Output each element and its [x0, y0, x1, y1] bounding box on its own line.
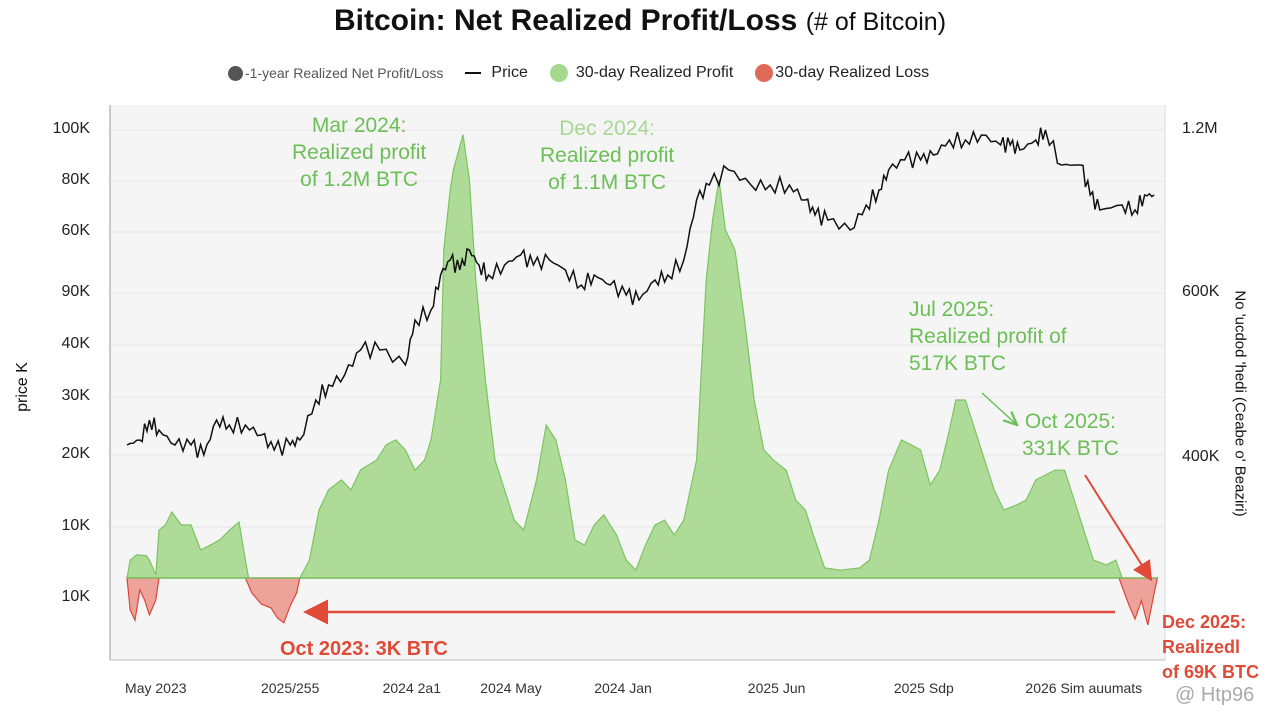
- annotation-line: Dec 2025:: [1162, 612, 1247, 632]
- arrow-to-oct-2025: [981, 392, 1016, 424]
- loss-area-1: [244, 577, 301, 624]
- annotation-line: 517K BTC: [909, 352, 1006, 375]
- annotation-line: 331K BTC: [1022, 437, 1119, 460]
- annotation-line: of 69K BTC: [1162, 662, 1260, 682]
- price-line: [126, 127, 1155, 458]
- legend-item-loss: 30-day Realized Loss: [755, 64, 929, 82]
- title-suffix: (# of Bitcoin): [805, 8, 947, 36]
- legend-label-loss: 30-day Realized Loss: [775, 64, 930, 81]
- annotation-oct-2025: Oct 2025: 331K BTC: [1022, 408, 1119, 462]
- left-tick-label: 60K: [61, 222, 90, 239]
- title-main: Bitcoin: Net Realized Profit/Loss: [333, 4, 798, 37]
- annotation-line: Realized profit of: [909, 325, 1067, 348]
- left-tick-label: 90K: [61, 283, 90, 300]
- legend-swatch-price: [465, 72, 482, 74]
- chart-title: Bitcoin: Net Realized Profit/Loss (# of …: [0, 4, 1280, 38]
- x-tick-label: 2024 May: [480, 680, 542, 696]
- legend-item-net: -1-year Realized Net Profit/Loss: [228, 65, 443, 81]
- annotation-dec-2024: Dec 2024: Realized profit of 1.1M BTC: [540, 115, 674, 196]
- annotation-line: Realized profit: [292, 141, 427, 164]
- annotation-oct-2023: Oct 2023: 3K BTC: [280, 638, 448, 660]
- legend-swatch-loss: [755, 64, 774, 82]
- annotation-line: of 1.2M BTC: [300, 168, 419, 191]
- annotation-line: of 1.1M BTC: [548, 171, 667, 194]
- legend-item-profit: 30-day Realized Profit: [549, 64, 734, 82]
- legend-swatch-profit: [549, 64, 568, 82]
- annotation-line: Mar 2024:: [311, 114, 407, 137]
- right-tick-label: 400K: [1182, 447, 1220, 465]
- x-tick-label: 2025 Sdp: [893, 680, 954, 696]
- left-tick-label: 100K: [52, 120, 90, 137]
- annotation-line: Jul 2025:: [909, 298, 995, 321]
- annotation-line: Dec 2024:: [559, 117, 655, 140]
- annotation-line: Realized profit: [540, 144, 675, 167]
- legend-item-price: Price: [465, 64, 528, 82]
- left-tick-label: 30K: [61, 387, 90, 404]
- left-tick-label: 10K: [61, 517, 90, 534]
- x-tick-label: 2025/255: [260, 680, 320, 696]
- annotation-line: Realizedl: [1162, 637, 1241, 657]
- x-tick-label: 2024 2a1: [382, 680, 441, 696]
- x-tick-label: May 2023: [125, 680, 187, 696]
- annotation-mar-2024: Mar 2024: Realized profit of 1.2M BTC: [292, 112, 426, 193]
- left-tick-label: 40K: [61, 335, 90, 352]
- right-axis-title: No 'ucdod 'hedi (Ceabe o' Beaziri): [1231, 290, 1249, 517]
- right-tick-label: 1.2M: [1182, 120, 1218, 138]
- annotation-jul-2025: Jul 2025: Realized profit of 517K BTC: [909, 296, 1067, 377]
- loss-area-0: [126, 577, 160, 623]
- legend-swatch-net: [228, 65, 243, 81]
- legend-label-price: Price: [491, 64, 528, 81]
- left-tick-label: 20K: [61, 445, 90, 462]
- watermark: @ Htp96: [1175, 684, 1255, 706]
- loss-area-2: [1118, 577, 1159, 626]
- annotation-dec-2025: Dec 2025: Realizedl of 69K BTC: [1162, 610, 1259, 685]
- x-tick-label: 2025 Jun: [747, 680, 806, 696]
- legend: -1-year Realized Net Profit/Loss Price 3…: [228, 64, 951, 82]
- left-tick-label: 80K: [61, 171, 90, 188]
- left-tick-label: 10K: [61, 588, 90, 605]
- left-axis-title: price K: [13, 362, 31, 412]
- legend-label-net: -1-year Realized Net Profit/Loss: [245, 65, 444, 81]
- annotation-line: Oct 2025:: [1024, 410, 1116, 433]
- x-tick-label: 2026 Sim auumats: [1025, 680, 1143, 696]
- right-tick-label: 600K: [1182, 282, 1220, 300]
- x-tick-label: 2024 Jan: [594, 680, 652, 696]
- arrow-to-dec-2025: [1084, 474, 1153, 582]
- legend-label-profit: 30-day Realized Profit: [575, 64, 734, 81]
